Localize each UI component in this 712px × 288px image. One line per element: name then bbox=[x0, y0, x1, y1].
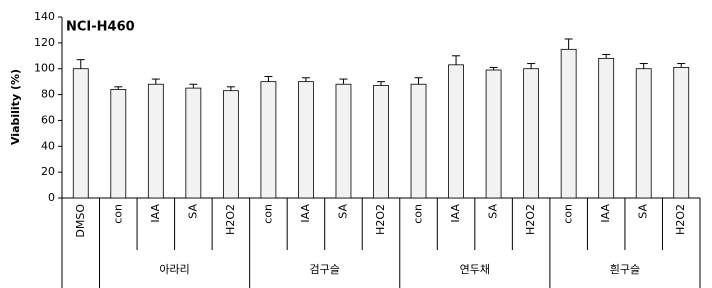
x-tick-label: H2O2 bbox=[524, 204, 537, 235]
y-tick-label: 60 bbox=[41, 113, 55, 126]
x-tick-label: H2O2 bbox=[224, 204, 237, 235]
bar bbox=[185, 87, 202, 199]
y-tick-label: 100 bbox=[34, 62, 55, 75]
x-tick-label: H2O2 bbox=[674, 204, 687, 235]
bar bbox=[110, 89, 127, 199]
x-tick-label: con bbox=[111, 204, 124, 224]
bar bbox=[147, 83, 164, 199]
x-tick-label: IAA bbox=[599, 204, 612, 223]
y-tick-label: 120 bbox=[34, 36, 55, 49]
x-tick-label: con bbox=[261, 204, 274, 224]
bar bbox=[410, 83, 427, 199]
bar bbox=[673, 67, 690, 199]
x-tick-label: SA bbox=[336, 204, 349, 219]
bar bbox=[635, 68, 652, 199]
group-label: 흰구슬 bbox=[610, 263, 640, 276]
x-tick-label: SA bbox=[637, 204, 650, 219]
x-tick-label: IAA bbox=[299, 204, 312, 223]
x-tick-label: SA bbox=[487, 204, 500, 219]
bar bbox=[72, 68, 89, 199]
bar bbox=[448, 64, 464, 199]
y-tick-label: 140 bbox=[34, 10, 55, 23]
bar bbox=[373, 85, 389, 199]
x-tick-label: IAA bbox=[149, 204, 162, 223]
bar bbox=[523, 68, 540, 199]
group-label: 검구슬 bbox=[310, 263, 340, 276]
x-tick-label: H2O2 bbox=[374, 204, 387, 235]
x-tick-label: IAA bbox=[449, 204, 462, 223]
group-label: 연두채 bbox=[460, 263, 490, 276]
bar bbox=[335, 83, 352, 199]
y-tick-label: 0 bbox=[48, 191, 55, 204]
bar bbox=[260, 81, 277, 199]
chart-annotation: NCI-H460 bbox=[66, 20, 135, 35]
bar bbox=[560, 48, 577, 199]
bar bbox=[598, 57, 615, 199]
y-tick-label: 40 bbox=[41, 139, 55, 152]
y-axis-label: Viability (%) bbox=[9, 69, 22, 145]
bar bbox=[222, 90, 239, 199]
group-label: 아라리 bbox=[159, 263, 189, 276]
x-tick-label: DMSO bbox=[74, 204, 87, 238]
bar bbox=[485, 69, 502, 199]
x-tick-label: con bbox=[562, 204, 575, 224]
x-tick-label: SA bbox=[186, 204, 199, 219]
y-tick-label: 20 bbox=[41, 165, 55, 178]
y-tick-label: 80 bbox=[41, 88, 55, 101]
bar bbox=[298, 81, 314, 199]
x-tick-label: con bbox=[412, 204, 425, 224]
